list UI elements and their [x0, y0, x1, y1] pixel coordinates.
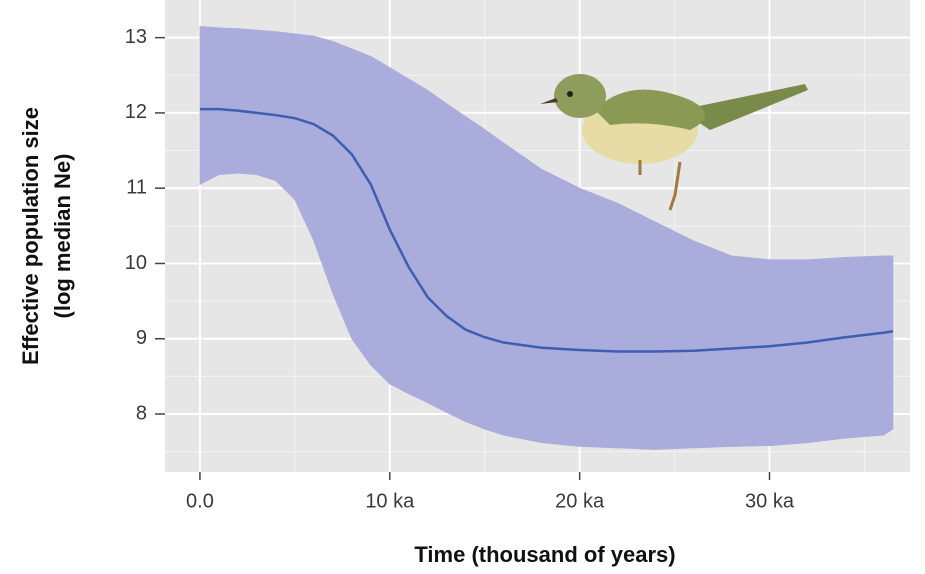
x-tick-label: 10 ka — [365, 490, 415, 512]
y-tick-label: 13 — [125, 26, 147, 48]
chart: Time (thousand of years) Effective popul… — [0, 0, 925, 574]
confidence-band — [428, 90, 447, 412]
confidence-band — [542, 169, 580, 446]
confidence-band — [580, 188, 618, 448]
y-tick-label: 12 — [125, 101, 147, 123]
y-tick-label: 10 — [125, 252, 147, 274]
confidence-band — [845, 256, 883, 438]
x-axis-title: Time (thousand of years) — [414, 542, 675, 567]
confidence-band — [770, 260, 808, 446]
x-tick-label: 30 ka — [745, 490, 795, 512]
confidence-band — [466, 117, 485, 429]
confidence-band — [447, 104, 466, 422]
y-tick-label: 11 — [126, 176, 147, 198]
confidence-band — [390, 68, 409, 394]
confidence-band — [656, 222, 694, 449]
confidence-band — [694, 241, 732, 448]
y-axis-title: (log median Ne) — [50, 153, 75, 318]
confidence-band — [618, 203, 656, 449]
y-tick-label: 9 — [136, 327, 147, 349]
confidence-band — [732, 256, 770, 446]
confidence-band — [219, 28, 238, 175]
y-tick-label: 8 — [136, 402, 147, 424]
confidence-band — [333, 41, 352, 338]
x-tick-label: 20 ka — [555, 490, 605, 512]
confidence-band — [807, 257, 845, 442]
confidence-band — [409, 79, 428, 403]
confidence-band — [504, 143, 542, 443]
bird-head — [554, 74, 606, 118]
confidence-band — [485, 129, 504, 435]
bird-eye — [567, 91, 573, 97]
confidence-band — [238, 29, 257, 175]
confidence-band — [257, 30, 276, 181]
confidence-band — [200, 26, 219, 184]
page: Time (thousand of years) Effective popul… — [0, 0, 925, 574]
y-axis-title: Effective population size — [18, 107, 43, 365]
x-tick-label: 0.0 — [186, 490, 214, 512]
confidence-band — [883, 256, 892, 435]
confidence-band — [352, 49, 371, 365]
